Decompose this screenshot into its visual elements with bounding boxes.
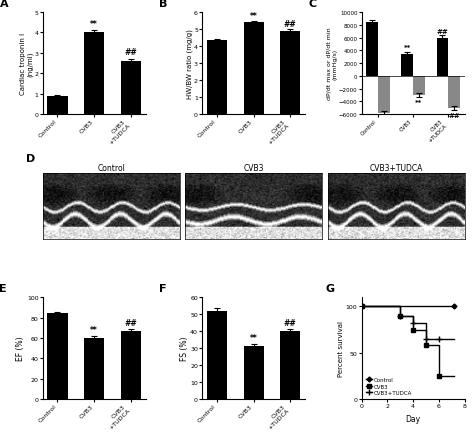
Bar bbox=[207, 311, 227, 399]
Bar bbox=[413, 77, 425, 96]
Bar bbox=[244, 347, 264, 399]
Text: B: B bbox=[159, 0, 167, 9]
Text: **: ** bbox=[90, 20, 98, 29]
Text: A: A bbox=[0, 0, 8, 9]
Legend: Control, CVB3, CVB3+TUDCA: Control, CVB3, CVB3+TUDCA bbox=[365, 376, 413, 397]
Bar bbox=[207, 41, 227, 115]
Text: C: C bbox=[308, 0, 316, 9]
Y-axis label: FS (%): FS (%) bbox=[180, 336, 189, 361]
X-axis label: Day: Day bbox=[406, 414, 420, 423]
Text: **: ** bbox=[250, 12, 257, 20]
Text: D: D bbox=[26, 154, 36, 164]
Text: ##: ## bbox=[448, 113, 460, 118]
Bar bbox=[280, 32, 301, 115]
Bar bbox=[366, 23, 378, 77]
Text: G: G bbox=[326, 283, 335, 293]
Title: CVB3: CVB3 bbox=[243, 164, 264, 172]
Text: ##: ## bbox=[437, 29, 448, 35]
Bar bbox=[84, 33, 104, 115]
Y-axis label: Cardiac troponin I
(ng/ml): Cardiac troponin I (ng/ml) bbox=[19, 33, 33, 95]
Title: CVB3+TUDCA: CVB3+TUDCA bbox=[369, 164, 423, 172]
Text: E: E bbox=[0, 283, 7, 293]
Bar bbox=[47, 314, 67, 399]
Y-axis label: dP/dt max or dP/dt min
(mmHg/s): dP/dt max or dP/dt min (mmHg/s) bbox=[327, 28, 337, 100]
Bar bbox=[244, 23, 264, 115]
Text: **: ** bbox=[250, 334, 257, 342]
Text: **: ** bbox=[415, 100, 422, 105]
Bar bbox=[280, 332, 301, 399]
Bar bbox=[121, 331, 141, 399]
Y-axis label: HW/BW ratio (mg/g): HW/BW ratio (mg/g) bbox=[186, 29, 192, 99]
Y-axis label: Percent survival: Percent survival bbox=[338, 320, 345, 376]
Bar bbox=[84, 338, 104, 399]
Text: **: ** bbox=[404, 45, 411, 51]
Text: **: ** bbox=[90, 326, 98, 335]
Bar bbox=[47, 96, 67, 115]
Bar bbox=[121, 62, 141, 115]
Title: Control: Control bbox=[97, 164, 125, 172]
Text: ##: ## bbox=[284, 20, 297, 29]
Bar bbox=[401, 54, 413, 77]
Bar bbox=[378, 77, 390, 114]
Bar bbox=[437, 39, 448, 77]
Bar bbox=[448, 77, 460, 108]
Text: ##: ## bbox=[284, 318, 297, 327]
Text: F: F bbox=[159, 283, 166, 293]
Y-axis label: EF (%): EF (%) bbox=[17, 336, 26, 361]
Text: ##: ## bbox=[124, 48, 137, 57]
Text: ##: ## bbox=[124, 319, 137, 328]
